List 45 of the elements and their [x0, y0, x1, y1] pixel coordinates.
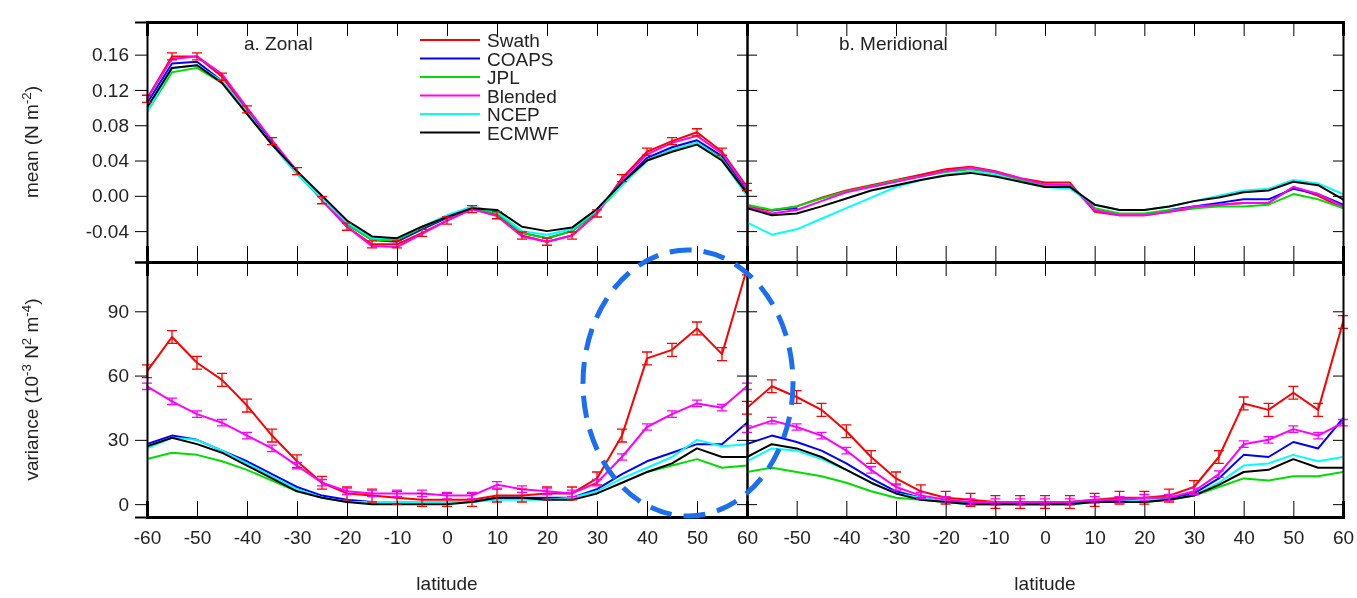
x-tick-label: -20: [932, 527, 960, 549]
x-tick-label: 20: [536, 527, 559, 549]
x-tick-label: -10: [383, 527, 412, 549]
y-tick-label: 0.08: [92, 114, 129, 136]
x-tick-label: -50: [183, 527, 212, 549]
x-tick-label: 0: [442, 527, 453, 549]
x-tick-label: 0: [1040, 527, 1051, 549]
x-axis-title: latitude: [1014, 573, 1076, 594]
y-tick-label: 60: [107, 365, 129, 387]
text: b. Meridional: [839, 33, 948, 54]
legend-label: NCEP: [487, 104, 540, 125]
x-tick-label: 50: [1283, 527, 1305, 549]
x-tick-label: -40: [233, 527, 262, 549]
x-tick-label: 10: [486, 527, 509, 549]
y-tick-label: -0.04: [85, 220, 130, 242]
y-tick-label: 0: [118, 493, 129, 515]
x-tick-label: 20: [1134, 527, 1156, 549]
legend-label: Blended: [487, 85, 557, 107]
text: a. Zonal: [244, 33, 313, 54]
y-tick-label: 30: [107, 429, 129, 451]
legend-label: Swath: [487, 30, 540, 51]
y-tick-label: 0.04: [92, 150, 130, 172]
x-tick-label: -40: [833, 527, 861, 549]
x-tick-label: -30: [882, 527, 911, 549]
legend-label: JPL: [487, 67, 520, 88]
x-tick-label: -50: [783, 527, 811, 549]
x-tick-label: -20: [333, 527, 362, 549]
x-tick-label: 60: [1332, 527, 1355, 549]
y-tick-label: 90: [107, 300, 129, 322]
legend-label: ECMWF: [487, 122, 559, 144]
x-tick-label: -10: [982, 527, 1010, 549]
y-tick-label: 0.16: [92, 44, 129, 66]
x-tick-label: 10: [1084, 527, 1106, 549]
x-tick-label: -60: [133, 527, 162, 549]
x-tick-label: 40: [636, 527, 659, 549]
x-tick-label: 30: [586, 527, 609, 549]
x-axis-title: latitude: [416, 573, 478, 594]
y-tick-label: 0.12: [92, 79, 129, 101]
legend-label: COAPS: [487, 48, 554, 70]
x-tick-label: 50: [686, 527, 709, 549]
x-tick-label: -30: [283, 527, 312, 549]
y-tick-label: 0.00: [92, 185, 129, 207]
x-tick-label: 40: [1233, 527, 1255, 549]
x-tick-label: 30: [1183, 527, 1206, 549]
x-tick-label: 60: [736, 527, 759, 549]
